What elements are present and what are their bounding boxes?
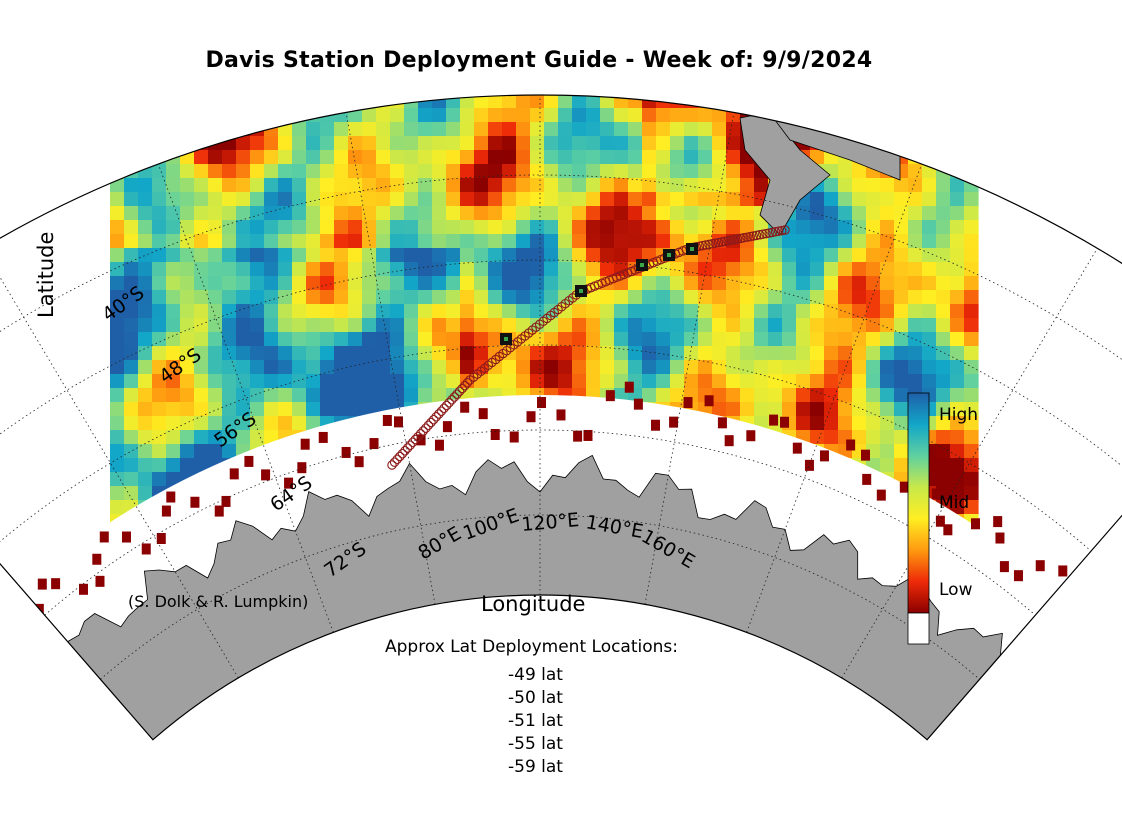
track-point xyxy=(460,380,470,391)
track-point xyxy=(780,225,790,235)
deployment-lat-item: -55 lat xyxy=(508,734,563,754)
track-point xyxy=(397,448,408,459)
track-point xyxy=(423,420,434,431)
track-point xyxy=(439,403,449,414)
track-point xyxy=(770,227,781,237)
track-point xyxy=(418,426,428,436)
track-point xyxy=(392,454,402,465)
track-point xyxy=(436,406,447,416)
track-point xyxy=(387,460,397,470)
deployment-lat-item: -50 lat xyxy=(508,688,563,708)
track-point xyxy=(732,234,743,244)
ship-track xyxy=(387,225,790,470)
track-point xyxy=(389,457,400,467)
x-axis-label: Longitude xyxy=(481,592,586,616)
deployment-markers xyxy=(500,243,698,345)
y-axis-label: Latitude xyxy=(34,231,58,318)
track-point xyxy=(449,392,460,402)
track-point xyxy=(421,423,431,433)
track-point xyxy=(462,378,473,388)
deployment-lat-item: -49 lat xyxy=(508,665,563,685)
track-point xyxy=(764,228,774,238)
track-point xyxy=(754,230,765,240)
track-point xyxy=(434,409,444,419)
colorbar-label-mid: Mid xyxy=(939,493,970,513)
track-point xyxy=(431,412,441,422)
track-point xyxy=(767,227,778,238)
map-frame xyxy=(0,94,1122,741)
track-point xyxy=(701,240,711,250)
track-point xyxy=(454,386,465,397)
deployment-lat-item: -59 lat xyxy=(508,757,563,777)
track-point xyxy=(735,233,746,244)
track-point xyxy=(720,236,730,247)
track-point xyxy=(444,397,454,408)
map-title: Davis Station Deployment Guide - Week of… xyxy=(205,48,873,73)
track-point xyxy=(697,240,708,251)
track-point xyxy=(716,237,727,247)
track-point xyxy=(707,239,717,249)
colorbar xyxy=(907,392,930,645)
track-point xyxy=(713,237,724,248)
deployment-lat-item: -51 lat xyxy=(508,711,563,731)
track-point xyxy=(704,239,714,250)
track-point xyxy=(751,230,762,241)
track-point xyxy=(457,383,467,394)
track-point xyxy=(402,443,413,453)
track-point xyxy=(410,434,421,445)
colorbar-label-high: High xyxy=(939,405,979,425)
track-point xyxy=(413,431,423,442)
track-point xyxy=(408,437,418,448)
deployment-heading: Approx Lat Deployment Locations: xyxy=(385,637,679,657)
track-point xyxy=(723,236,733,246)
track-point xyxy=(761,228,771,239)
track-point xyxy=(777,225,787,236)
track-point xyxy=(745,231,755,242)
track-point xyxy=(773,226,784,236)
track-point xyxy=(447,395,457,405)
credit-text: (S. Dolk & R. Lumpkin) xyxy=(128,592,309,611)
track-point xyxy=(452,389,462,399)
track-point xyxy=(400,446,410,456)
colorbar-no-data xyxy=(907,612,930,645)
colorbar-gradient xyxy=(907,392,930,614)
track-point xyxy=(415,429,426,439)
track-point xyxy=(739,233,749,243)
deployment-list: -49 lat -50 lat -51 lat -55 lat -59 lat xyxy=(508,664,563,779)
track-point xyxy=(405,440,415,450)
track-point xyxy=(426,417,436,428)
track-point xyxy=(758,229,768,239)
track-point xyxy=(726,235,736,245)
track-point xyxy=(428,414,439,425)
track-point xyxy=(395,451,405,462)
track-point xyxy=(729,234,740,245)
graticule xyxy=(0,95,1122,680)
track-point xyxy=(748,231,759,241)
track-point xyxy=(742,232,752,242)
lon-label-120e: 120°E xyxy=(521,509,580,536)
track-point xyxy=(441,400,452,411)
track-point xyxy=(710,238,721,248)
colorbar-label-low: Low xyxy=(939,580,973,600)
